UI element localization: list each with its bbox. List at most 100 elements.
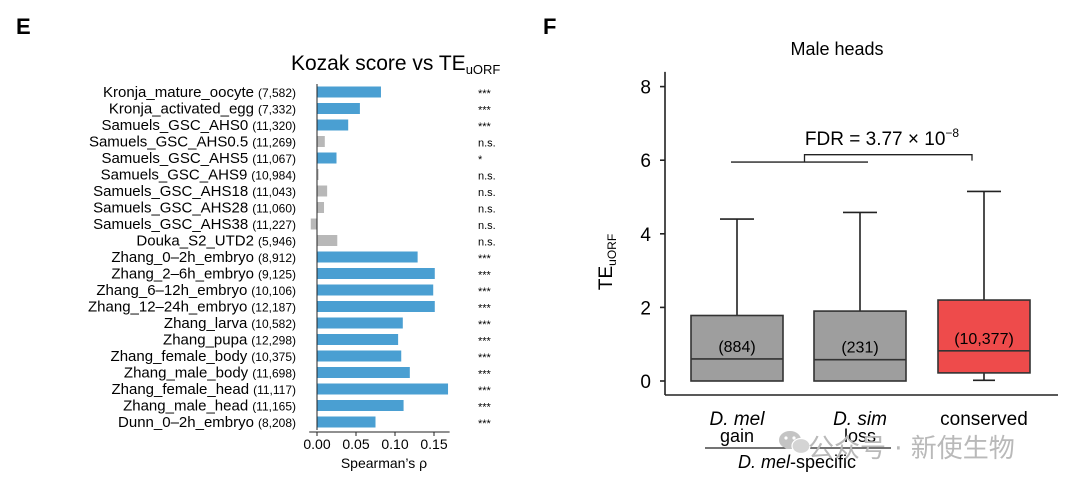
row-label: Kronja_mature_oocyte (7,582) [103, 84, 296, 101]
row-label: Zhang_12–24h_embryo (12,187) [88, 299, 296, 316]
bar-row: Kronja_mature_oocyte (7,582) *** [103, 84, 492, 101]
row-count: (12,298) [251, 334, 296, 348]
fdr-text: FDR = 3.77 × 10 [805, 129, 945, 150]
fdr-annotation: FDR = 3.77 × 10−8 [805, 126, 959, 150]
row-count: (10,582) [251, 317, 296, 331]
y-tick-label: 4 [640, 225, 651, 246]
y-tick-label: 8 [640, 78, 651, 99]
panel-f: F Male heads TEuORF 0 2 4 6 8 (884) (231) (10,… [543, 14, 1058, 472]
x-axis-label: Spearman’s ρ [341, 455, 427, 471]
bar [317, 400, 404, 411]
bar [317, 301, 435, 312]
box-group: (884) [690, 218, 784, 382]
row-label: Samuels_GSC_AHS18 (11,043) [93, 183, 296, 200]
x-label-species: D. sim [833, 409, 887, 430]
y-axis-label-main: TE [596, 266, 617, 290]
row-label: Zhang_2–6h_embryo (9,125) [111, 266, 296, 283]
bar-row: Zhang_female_head (11,117) *** [111, 381, 491, 398]
bar-row: Zhang_6–12h_embryo (10,106) *** [96, 282, 491, 299]
significance-label: n.s. [478, 220, 496, 232]
panel-f-letter: F [543, 14, 556, 39]
boxplot-boxes: (884) (231) (10,377) [690, 190, 1031, 382]
bar [317, 185, 328, 197]
x-tick-label: 0.05 [342, 436, 369, 452]
wechat-icon [779, 431, 811, 455]
panel-e-title-main: Kozak score vs TE [291, 52, 466, 75]
bar [317, 202, 325, 213]
row-label: Zhang_6–12h_embryo (10,106) [96, 282, 296, 299]
row-dataset-name: Samuels_GSC_AHS0 [101, 117, 248, 134]
significance-label: *** [478, 303, 492, 315]
row-label: Zhang_male_head (11,165) [123, 398, 296, 415]
significance-label: n.s. [478, 187, 496, 199]
significance-label: *** [478, 369, 492, 381]
bar [317, 350, 402, 362]
box-count-label: (884) [718, 339, 755, 356]
box [813, 310, 907, 382]
row-dataset-name: Zhang_6–12h_embryo [96, 282, 247, 299]
row-dataset-name: Samuels_GSC_AHS5 [101, 150, 248, 167]
group-label-species: D. mel [738, 452, 791, 472]
bar-chart-rows: Kronja_mature_oocyte (7,582) ***Kronja_act… [88, 84, 496, 431]
x-tick-label: 0.10 [381, 436, 408, 452]
row-dataset-name: Zhang_female_head [111, 381, 249, 398]
bar [317, 268, 435, 279]
bar-row: Samuels_GSC_AHS0.5 (11,269) n.s. [89, 134, 496, 151]
fdr-exponent: −8 [945, 126, 959, 140]
row-dataset-name: Samuels_GSC_AHS28 [93, 200, 248, 217]
bar [317, 284, 434, 296]
x-tick-label: 0.15 [420, 436, 447, 452]
row-count: (5,946) [258, 235, 296, 249]
bar [317, 86, 381, 98]
significance-label: *** [478, 352, 492, 364]
bar-row: Kronja_activated_egg (7,332) *** [109, 101, 492, 118]
row-count: (12,187) [251, 301, 296, 315]
row-count: (8,912) [258, 251, 296, 265]
row-label: Zhang_female_body (10,375) [111, 348, 296, 365]
row-label: Samuels_GSC_AHS0 (11,320) [101, 117, 296, 134]
bar [317, 383, 449, 395]
bar [310, 218, 317, 230]
bar-row: Samuels_GSC_AHS18 (11,043) n.s. [93, 183, 496, 200]
bar [317, 152, 337, 164]
y-axis-label: TEuORF [596, 234, 619, 290]
watermark-text: 公众号 · 新使生物 [808, 434, 1015, 464]
row-label: Zhang_pupa (12,298) [163, 332, 296, 349]
bar-row: Douka_S2_UTD2 (5,946) n.s. [136, 233, 495, 250]
watermark: 公众号 · 新使生物 [779, 431, 1015, 464]
panel-f-title: Male heads [790, 39, 883, 59]
significance-label: n.s. [478, 138, 496, 150]
row-count: (11,227) [252, 218, 296, 232]
panel-e-title: Kozak score vs TEuORF [291, 52, 500, 77]
row-label: Samuels_GSC_AHS0.5 (11,269) [89, 134, 296, 151]
x-label-type: gain [720, 426, 754, 446]
row-dataset-name: Zhang_12–24h_embryo [88, 299, 247, 316]
significance-label: *** [478, 286, 492, 298]
row-dataset-name: Zhang_female_body [111, 348, 248, 365]
row-count: (11,698) [252, 367, 296, 381]
row-dataset-name: Zhang_male_head [123, 398, 248, 415]
significance-label: * [478, 154, 483, 166]
panel-e: E Kozak score vs TEuORF Kronja_mature_oo… [16, 14, 500, 471]
box [937, 299, 1031, 374]
box [690, 314, 784, 382]
bar-row: Zhang_pupa (12,298) *** [163, 332, 492, 349]
x-label-species: D. mel [710, 409, 766, 430]
x-label-type: conserved [940, 409, 1028, 430]
row-count: (11,320) [252, 119, 296, 133]
group-label: D. mel-specific [738, 452, 856, 472]
bar [317, 317, 403, 329]
significance-label: *** [478, 418, 492, 430]
row-dataset-name: Kronja_mature_oocyte [103, 84, 254, 101]
bar-row: Zhang_2–6h_embryo (9,125) *** [111, 266, 491, 283]
row-dataset-name: Samuels_GSC_AHS18 [93, 183, 248, 200]
significance-label: n.s. [478, 171, 496, 183]
bar [317, 235, 338, 246]
row-count: (8,208) [258, 416, 296, 430]
y-tick-label: 2 [640, 298, 651, 319]
row-dataset-name: Samuels_GSC_AHS38 [93, 216, 248, 233]
row-count: (9,125) [258, 268, 296, 282]
bar [317, 334, 399, 345]
row-count: (10,984) [251, 169, 296, 183]
